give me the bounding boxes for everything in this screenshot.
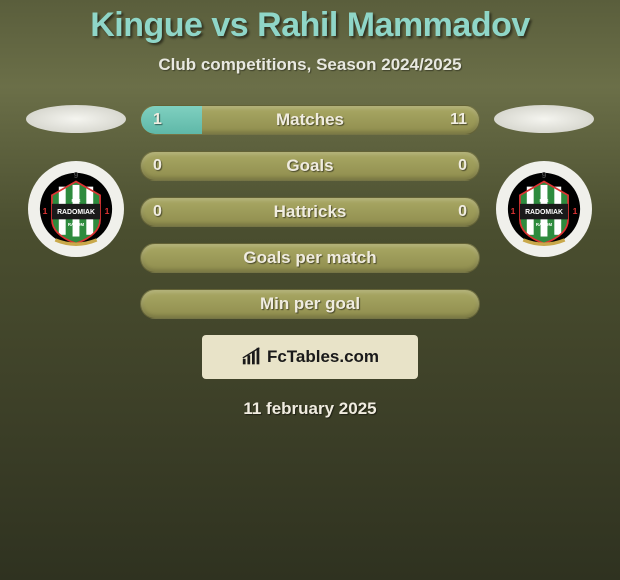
stat-bar-matches: 1 Matches 11 <box>140 105 480 135</box>
stat-label: Goals <box>141 152 479 180</box>
svg-text:9: 9 <box>542 170 547 180</box>
svg-text:RKS: RKS <box>539 198 548 203</box>
subtitle: Club competitions, Season 2024/2025 <box>0 55 620 75</box>
bar-chart-icon <box>241 346 263 368</box>
comparison-wrap: 9 RKS RADOMIAK RADOM 1 1 1 Matches 11 <box>0 105 620 319</box>
stat-label: Hattricks <box>141 198 479 226</box>
svg-text:1: 1 <box>105 206 110 216</box>
stat-label: Goals per match <box>141 244 479 272</box>
stat-bar-goals-per-match: Goals per match <box>140 243 480 273</box>
stat-bar-goals: 0 Goals 0 <box>140 151 480 181</box>
svg-text:1: 1 <box>511 206 516 216</box>
player-photo-placeholder-right <box>494 105 594 133</box>
svg-text:1: 1 <box>43 206 48 216</box>
date-line: 11 february 2025 <box>0 399 620 419</box>
fctables-logo[interactable]: FcTables.com <box>202 335 418 379</box>
stat-right-value: 0 <box>458 152 467 180</box>
team-badge-left: 9 RKS RADOMIAK RADOM 1 1 <box>28 161 124 257</box>
svg-text:RKS: RKS <box>71 198 80 203</box>
svg-text:RADOMIAK: RADOMIAK <box>525 209 563 216</box>
svg-text:9: 9 <box>74 170 79 180</box>
svg-text:RADOMIAK: RADOMIAK <box>57 209 95 216</box>
radomiak-crest-icon: 9 RKS RADOMIAK RADOM 1 1 <box>33 166 119 252</box>
stat-label: Min per goal <box>141 290 479 318</box>
left-player-col: 9 RKS RADOMIAK RADOM 1 1 <box>22 105 130 257</box>
player-photo-placeholder-left <box>26 105 126 133</box>
svg-text:RADOM: RADOM <box>68 222 85 227</box>
svg-text:1: 1 <box>573 206 578 216</box>
logo-text: FcTables.com <box>267 347 379 367</box>
stat-bar-min-per-goal: Min per goal <box>140 289 480 319</box>
stat-right-value: 0 <box>458 198 467 226</box>
page-title: Kingue vs Rahil Mammadov <box>0 0 620 45</box>
stat-bar-hattricks: 0 Hattricks 0 <box>140 197 480 227</box>
team-badge-right: 9 RKS RADOMIAK RADOM 1 1 <box>496 161 592 257</box>
stat-label: Matches <box>141 106 479 134</box>
stat-right-value: 11 <box>450 106 467 134</box>
right-player-col: 9 RKS RADOMIAK RADOM 1 1 <box>490 105 598 257</box>
stat-bars: 1 Matches 11 0 Goals 0 0 Hattricks 0 Goa… <box>140 105 480 319</box>
svg-text:RADOM: RADOM <box>536 222 553 227</box>
radomiak-crest-icon: 9 RKS RADOMIAK RADOM 1 1 <box>501 166 587 252</box>
